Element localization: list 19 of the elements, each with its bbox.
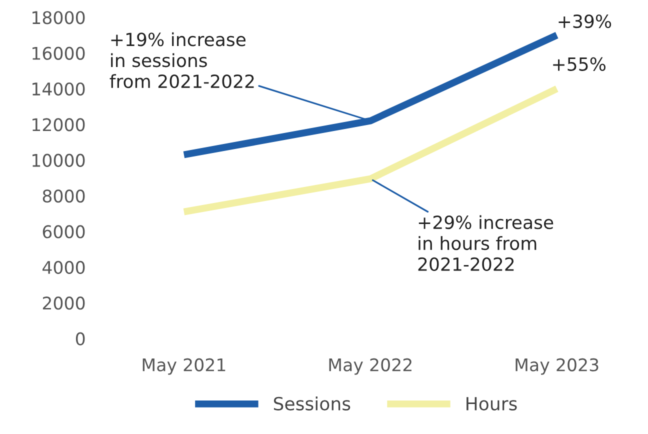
annotation: +39% [558,14,612,28]
legend-label: Hours [466,397,517,410]
y-tick-label: 18000 [32,11,85,24]
y-tick-label: 12000 [32,118,85,132]
y-tick-label: 4000 [42,260,85,274]
legend-label: Sessions [274,396,350,410]
annotation: +55% [553,57,606,71]
y-tick-label: 16000 [32,46,85,60]
y-tick-label: 14000 [32,82,85,96]
y-tick-label: 2000 [42,296,85,310]
x-tick-label: May 2021 [142,358,226,375]
annotation: +19% increase in sessions from 2021-2022 [110,32,254,88]
y-tick-label: 0 [76,332,85,346]
x-tick-label: May 2023 [516,358,598,375]
y-tick-label: 6000 [42,225,85,238]
x-tick-label: May 2022 [329,358,412,375]
y-tick-label: 8000 [42,189,85,203]
y-tick-label: 10000 [32,154,85,167]
annotation: +29% increase in hours from 2021-2022 [418,215,554,271]
